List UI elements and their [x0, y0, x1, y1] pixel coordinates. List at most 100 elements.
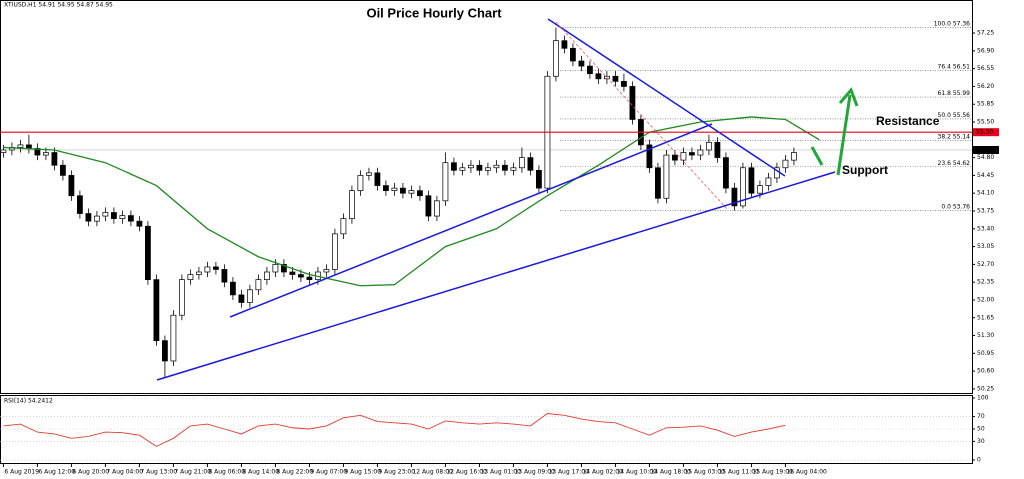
candle-body [536, 169, 542, 189]
candle-body [434, 200, 440, 217]
candle-body [612, 75, 619, 82]
candle-body [340, 218, 347, 235]
candle-body [748, 167, 755, 194]
candle-body [357, 175, 364, 192]
candle-body [349, 190, 355, 219]
rsi-tick-label: 100 [977, 395, 989, 402]
candle-body [111, 212, 117, 219]
candle-body [680, 152, 687, 161]
y-tick-label: 52.35 [977, 279, 994, 286]
fib-diagonal [555, 21, 729, 211]
fib-label: 61.8 55.99 [938, 90, 971, 97]
candle-body [706, 142, 712, 151]
candle-body [689, 152, 695, 156]
candle-body [561, 40, 568, 49]
y-tick-label: 55.50 [977, 119, 994, 126]
x-tick-label: 14 Aug 18:00 [650, 469, 691, 476]
y-tick-label: 52.70 [977, 261, 994, 268]
rsi-tick-label: 50 [977, 426, 985, 433]
x-tick-label: 13 Aug 17:00 [548, 469, 589, 476]
candle-body [425, 195, 432, 217]
candle-body [272, 264, 279, 273]
candle-body [136, 220, 143, 227]
candle-body [247, 289, 253, 303]
candle-body [485, 167, 491, 171]
fib-price: 55.56 [953, 111, 970, 118]
candle-body [221, 269, 228, 283]
fib-price: 54.62 [953, 159, 970, 166]
rsi-tick-label: 30 [977, 438, 985, 445]
last-price-tag-label: 54.95 [976, 146, 993, 153]
candle-body [0, 149, 7, 153]
candle-body [519, 157, 525, 169]
rsi-panel [0, 395, 973, 464]
candle-body [323, 269, 330, 273]
candle-body [281, 264, 287, 273]
candle-body [646, 144, 653, 169]
candle-body [782, 159, 789, 169]
candle-body [629, 86, 636, 120]
candle-body [196, 271, 202, 275]
candle-body [94, 215, 100, 222]
fib-level: 100.0 [934, 20, 951, 27]
candle-body [621, 80, 627, 87]
candle-body [417, 190, 423, 197]
candle-body [765, 177, 772, 186]
resistance-label: Resistance [876, 114, 940, 128]
fib-price: 55.14 [953, 133, 970, 140]
x-tick-label: 9 Aug 23:00 [378, 469, 415, 476]
candle-body [332, 233, 338, 270]
y-tick-label: 50.25 [977, 385, 994, 392]
candle-body [757, 185, 763, 194]
candle-body [383, 185, 389, 192]
candle-body [400, 187, 406, 194]
candle-body [128, 215, 134, 222]
x-tick-label: 13 Aug 01:00 [480, 469, 521, 476]
candle-body [255, 279, 262, 291]
header: XTIUSD,H1 54.91 54.95 54.87 54.95 [4, 2, 113, 9]
candle-body [230, 281, 236, 296]
y-tick-label: 54.45 [977, 172, 994, 179]
y-tick-label: 53.05 [977, 243, 994, 250]
candle-body [145, 225, 151, 280]
candle-body [366, 172, 372, 176]
candle-body [170, 314, 177, 362]
candle-body [289, 271, 296, 275]
candle-body [442, 162, 449, 202]
x-tick-label: 6 Aug 12:00 [38, 469, 75, 476]
candle-body [723, 157, 729, 189]
candle-body [187, 274, 194, 280]
y-tick-label: 51.30 [977, 332, 994, 339]
x-tick-label: 7 Aug 04:00 [106, 469, 143, 476]
x-tick-label: 14 Aug 02:00 [582, 469, 623, 476]
candle-body [60, 164, 66, 176]
candle-body [655, 167, 661, 199]
x-tick-label: 12 Aug 16:00 [446, 469, 487, 476]
y-tick-label: 51.65 [977, 314, 994, 321]
y-tick-label: 54.80 [977, 154, 994, 161]
rsi-line [3, 413, 786, 447]
x-tick-label: 9 Aug 15:00 [344, 469, 381, 476]
x-tick-label: 6 Aug 2019 [4, 469, 39, 476]
candle-body [468, 164, 474, 169]
support-label: Support [842, 163, 888, 177]
y-tick-label: 52.00 [977, 296, 994, 303]
candle-body [791, 152, 797, 161]
fib-label: 23.6 54.62 [938, 159, 971, 166]
candle-body [731, 187, 738, 207]
candle-body [578, 60, 585, 67]
fib-price: 56.51 [953, 63, 970, 70]
trend-line [229, 123, 713, 318]
x-tick-label: 9 Aug 07:00 [310, 469, 347, 476]
x-tick-label: 8 Aug 06:00 [208, 469, 245, 476]
fib-level: 23.6 [938, 159, 952, 166]
fib-label: 50.0 55.56 [938, 111, 971, 118]
candle-body [663, 154, 670, 199]
last-price-tag [973, 145, 999, 154]
price-panel [0, 0, 973, 394]
candle-body [740, 167, 746, 207]
y-tick-label: 50.60 [977, 368, 994, 375]
candle-body [476, 164, 483, 171]
y-tick-label: 55.85 [977, 101, 994, 108]
